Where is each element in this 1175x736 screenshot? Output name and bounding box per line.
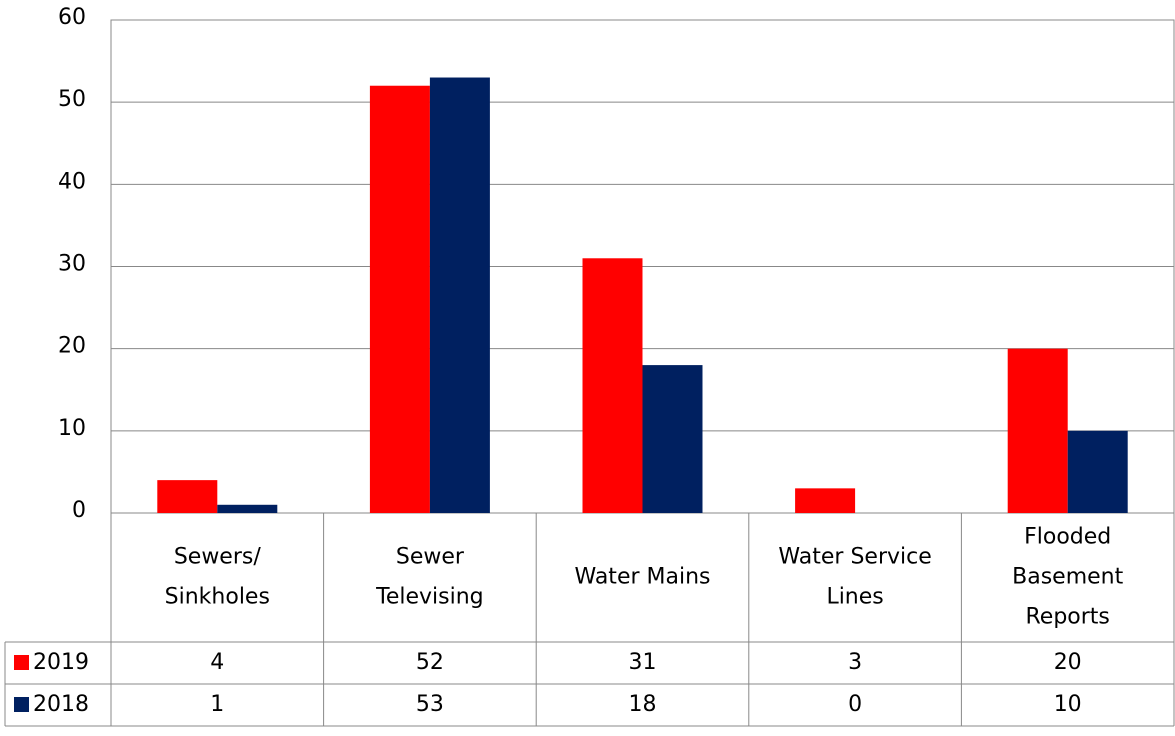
bar <box>1007 348 1068 513</box>
table-value: 10 <box>1054 692 1082 717</box>
y-tick-label: 10 <box>58 416 86 441</box>
table-value: 53 <box>416 692 444 717</box>
bar <box>642 365 703 513</box>
bar <box>157 480 218 513</box>
y-tick-label: 40 <box>58 169 86 194</box>
y-tick-label: 30 <box>58 252 86 277</box>
legend-swatch <box>14 697 29 712</box>
bar <box>429 77 490 514</box>
x-tick-label: Flooded Basement Reports <box>1012 525 1123 630</box>
legend-label: 2018 <box>33 692 89 717</box>
y-tick-label: 60 <box>58 5 86 30</box>
bar <box>1067 430 1128 513</box>
table-value: 52 <box>416 650 444 675</box>
table-value: 3 <box>848 650 862 675</box>
x-tick-label: Sewer Televising <box>375 545 484 610</box>
table-value: 1 <box>210 692 224 717</box>
bar <box>795 488 856 513</box>
bar <box>369 85 430 513</box>
table-value: 20 <box>1054 650 1082 675</box>
bar <box>582 258 643 513</box>
table-value: 0 <box>848 692 862 717</box>
table-value: 31 <box>629 650 657 675</box>
table-value: 4 <box>210 650 224 675</box>
legend-swatch <box>14 655 29 670</box>
y-tick-label: 0 <box>72 498 86 523</box>
bar <box>217 504 278 513</box>
y-tick-label: 20 <box>58 334 86 359</box>
y-tick-label: 50 <box>58 87 86 112</box>
legend-label: 2019 <box>33 650 89 675</box>
x-tick-label: Sewers/Sinkholes <box>165 545 270 610</box>
table-value: 18 <box>629 692 657 717</box>
x-tick-label: Water Service Lines <box>778 545 931 610</box>
x-tick-label: Water Mains <box>574 565 710 590</box>
